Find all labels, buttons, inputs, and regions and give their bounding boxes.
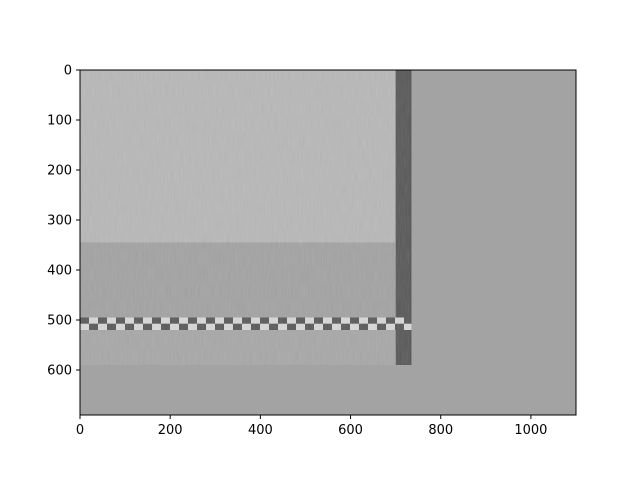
- x-axis: 0 200 400 600 800 1000: [76, 415, 547, 438]
- x-tick-label: 400: [248, 423, 273, 438]
- y-tick-label: 0: [64, 64, 72, 79]
- y-tick-label: 500: [47, 314, 72, 329]
- y-tick-label: 100: [47, 114, 72, 129]
- y-tick-label: 200: [47, 164, 72, 179]
- x-tick-label: 200: [158, 423, 183, 438]
- y-tick-label: 400: [47, 264, 72, 279]
- image-grain: [80, 70, 410, 365]
- y-axis: 0 100 200 300 400 500 600: [47, 64, 80, 379]
- x-tick-label: 1000: [514, 423, 547, 438]
- plot-frame: [79, 69, 577, 416]
- y-tick-label: 600: [47, 364, 72, 379]
- x-tick-label: 600: [338, 423, 363, 438]
- x-tick-label: 0: [76, 423, 84, 438]
- x-tick-label: 800: [428, 423, 453, 438]
- plot-area: [80, 70, 576, 415]
- y-tick-label: 300: [47, 214, 72, 229]
